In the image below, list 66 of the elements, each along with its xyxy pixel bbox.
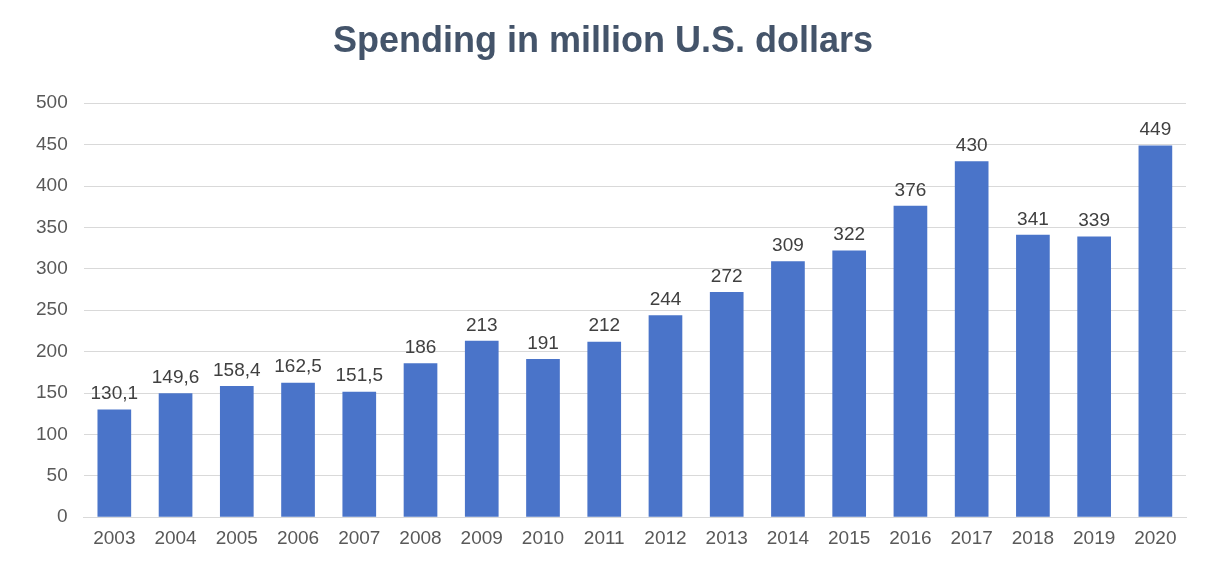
x-tick-label: 2013	[705, 526, 748, 548]
bar	[342, 391, 377, 517]
x-tick-label: 2011	[583, 526, 625, 548]
data-label: 339	[1078, 209, 1110, 231]
x-tick-label: 2010	[521, 526, 565, 548]
y-tick-label: 500	[36, 91, 68, 113]
y-tick-label: 100	[36, 422, 68, 444]
data-label: 449	[1139, 118, 1172, 140]
x-tick-label: 2007	[338, 526, 381, 548]
x-tick-label: 2009	[460, 526, 503, 548]
data-label: 213	[465, 313, 498, 335]
data-label: 191	[527, 331, 559, 353]
bar	[771, 261, 805, 517]
bar	[97, 409, 132, 517]
data-label: 341	[1017, 207, 1049, 229]
x-tick-label: 2015	[828, 526, 871, 548]
data-label: 212	[588, 314, 621, 336]
bar	[648, 315, 683, 517]
bar	[709, 291, 744, 517]
data-label: 130,1	[90, 382, 139, 404]
x-tick-label: 2017	[950, 526, 993, 548]
x-tick-label: 2008	[399, 526, 442, 548]
chart-title: Spending in million U.S. dollars	[332, 18, 874, 60]
data-label: 376	[894, 178, 927, 200]
y-tick-label: 350	[36, 215, 68, 237]
bar	[158, 393, 193, 517]
bar	[464, 340, 499, 517]
bar	[893, 205, 928, 517]
data-label: 158,4	[213, 358, 261, 380]
bar	[526, 359, 560, 517]
bar	[587, 341, 622, 517]
y-tick-label: 400	[36, 174, 68, 196]
bar	[1138, 145, 1173, 517]
data-label: 149,6	[151, 366, 200, 388]
y-tick-label: 50	[46, 464, 68, 486]
x-tick-label: 2018	[1011, 526, 1055, 548]
y-tick-label: 0	[57, 505, 68, 527]
bar	[832, 250, 867, 517]
y-tick-label: 200	[36, 339, 68, 361]
x-tick-label: 2020	[1134, 526, 1177, 548]
x-tick-label: 2014	[766, 526, 810, 548]
y-tick-label: 450	[36, 132, 68, 154]
data-label: 309	[772, 234, 804, 256]
y-tick-label: 300	[36, 257, 68, 279]
data-label: 322	[833, 223, 866, 245]
x-tick-label: 2003	[93, 526, 136, 548]
data-label: 151,5	[335, 364, 384, 386]
x-tick-label: 2016	[889, 526, 932, 548]
y-tick-label: 150	[36, 381, 68, 403]
x-tick-label: 2006	[276, 526, 320, 548]
x-tick-label: 2005	[215, 526, 258, 548]
bar	[1077, 236, 1111, 517]
data-label: 430	[955, 133, 988, 155]
data-label: 186	[404, 335, 437, 357]
bar	[281, 382, 315, 517]
data-label: 244	[649, 287, 682, 309]
x-tick-label: 2004	[154, 526, 198, 548]
x-tick-label: 2012	[644, 526, 687, 548]
y-tick-label: 250	[36, 298, 68, 320]
data-label: 162,5	[274, 355, 322, 377]
data-label: 272	[710, 264, 743, 286]
x-tick-label: 2019	[1073, 526, 1116, 548]
bar	[219, 386, 254, 517]
bar	[954, 161, 989, 517]
bar	[403, 363, 438, 517]
bar	[1016, 234, 1050, 517]
